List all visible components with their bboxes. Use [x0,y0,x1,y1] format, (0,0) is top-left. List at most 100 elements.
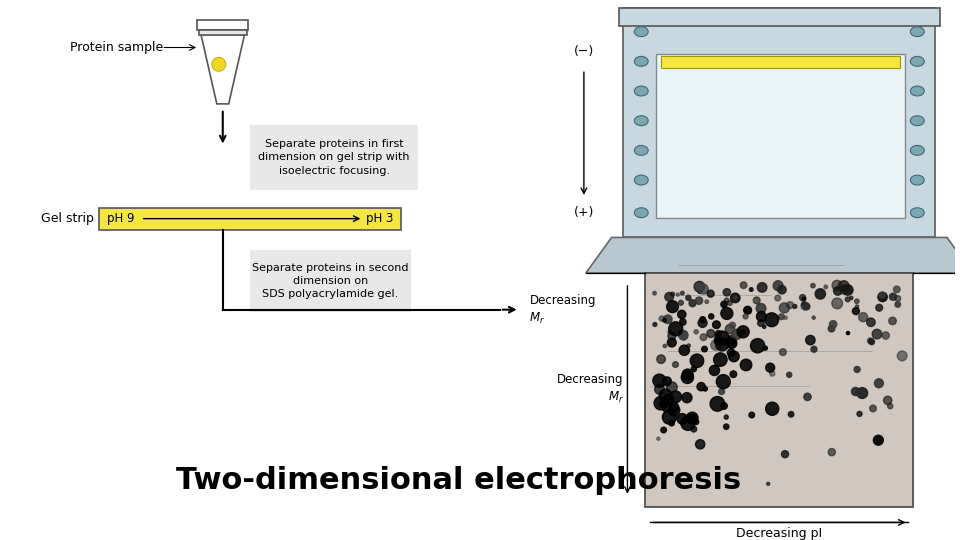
Circle shape [763,346,767,350]
Circle shape [882,332,889,339]
Circle shape [805,335,815,345]
Ellipse shape [910,208,924,218]
Circle shape [845,287,852,294]
Circle shape [661,401,672,412]
Ellipse shape [635,208,648,218]
Circle shape [831,298,843,309]
Circle shape [702,346,708,352]
Circle shape [894,286,900,293]
Circle shape [710,340,721,350]
FancyBboxPatch shape [251,125,418,190]
Bar [656,55,905,218]
Polygon shape [199,30,247,35]
Circle shape [728,349,735,356]
Circle shape [707,329,715,338]
Circle shape [714,337,722,345]
Circle shape [888,403,893,409]
Polygon shape [204,44,242,102]
Circle shape [783,316,787,320]
Circle shape [721,307,732,319]
Circle shape [677,414,687,424]
Circle shape [786,372,792,377]
Circle shape [698,291,702,293]
Circle shape [852,308,859,315]
Ellipse shape [635,116,648,126]
Ellipse shape [910,56,924,66]
Polygon shape [586,238,960,273]
Circle shape [686,412,698,424]
Circle shape [710,396,725,411]
Circle shape [780,349,786,355]
Circle shape [766,402,779,415]
Circle shape [788,411,794,417]
Circle shape [854,299,859,303]
FancyBboxPatch shape [251,251,411,312]
Circle shape [840,285,850,294]
Circle shape [653,322,657,327]
Circle shape [721,301,727,307]
Circle shape [694,281,705,292]
Circle shape [681,292,684,295]
Circle shape [876,305,882,311]
Circle shape [756,303,766,313]
Circle shape [855,389,862,396]
Circle shape [824,285,828,289]
Circle shape [668,330,671,334]
Circle shape [874,435,883,445]
Circle shape [889,317,897,325]
Circle shape [663,394,674,404]
Circle shape [852,388,859,396]
Circle shape [663,315,672,323]
Circle shape [653,292,657,295]
Circle shape [732,329,742,340]
Circle shape [781,451,788,458]
Circle shape [803,303,810,310]
Circle shape [662,377,671,386]
Circle shape [678,310,685,319]
Circle shape [679,330,688,340]
Circle shape [879,292,885,298]
Circle shape [682,393,692,403]
Circle shape [857,411,862,416]
Circle shape [770,371,775,376]
Circle shape [812,316,815,319]
Bar [645,273,913,507]
Ellipse shape [635,86,648,96]
Text: (−): (−) [574,45,594,58]
Circle shape [697,382,706,391]
Circle shape [895,295,900,301]
Circle shape [689,300,696,307]
Circle shape [743,314,748,319]
Circle shape [751,339,765,353]
Circle shape [829,321,837,328]
Circle shape [660,389,672,402]
Circle shape [705,300,708,303]
Circle shape [729,351,739,362]
Text: Two-dimensional electrophoresis: Two-dimensional electrophoresis [176,467,741,495]
Circle shape [669,402,679,411]
Circle shape [723,288,731,296]
Circle shape [870,405,876,411]
Circle shape [883,396,892,404]
Circle shape [740,282,747,288]
Circle shape [660,316,664,321]
Circle shape [715,330,721,336]
Circle shape [724,424,729,429]
Circle shape [811,284,815,288]
Ellipse shape [910,175,924,185]
Circle shape [668,404,680,416]
Circle shape [868,338,873,343]
Ellipse shape [635,56,648,66]
Circle shape [698,284,708,294]
Circle shape [667,338,676,347]
Circle shape [786,302,794,308]
Polygon shape [197,20,249,30]
Circle shape [715,338,729,351]
Circle shape [712,321,720,329]
Circle shape [666,301,679,313]
Circle shape [676,293,680,296]
Circle shape [802,302,806,307]
Circle shape [838,281,850,292]
Circle shape [662,319,666,322]
Circle shape [715,331,730,345]
